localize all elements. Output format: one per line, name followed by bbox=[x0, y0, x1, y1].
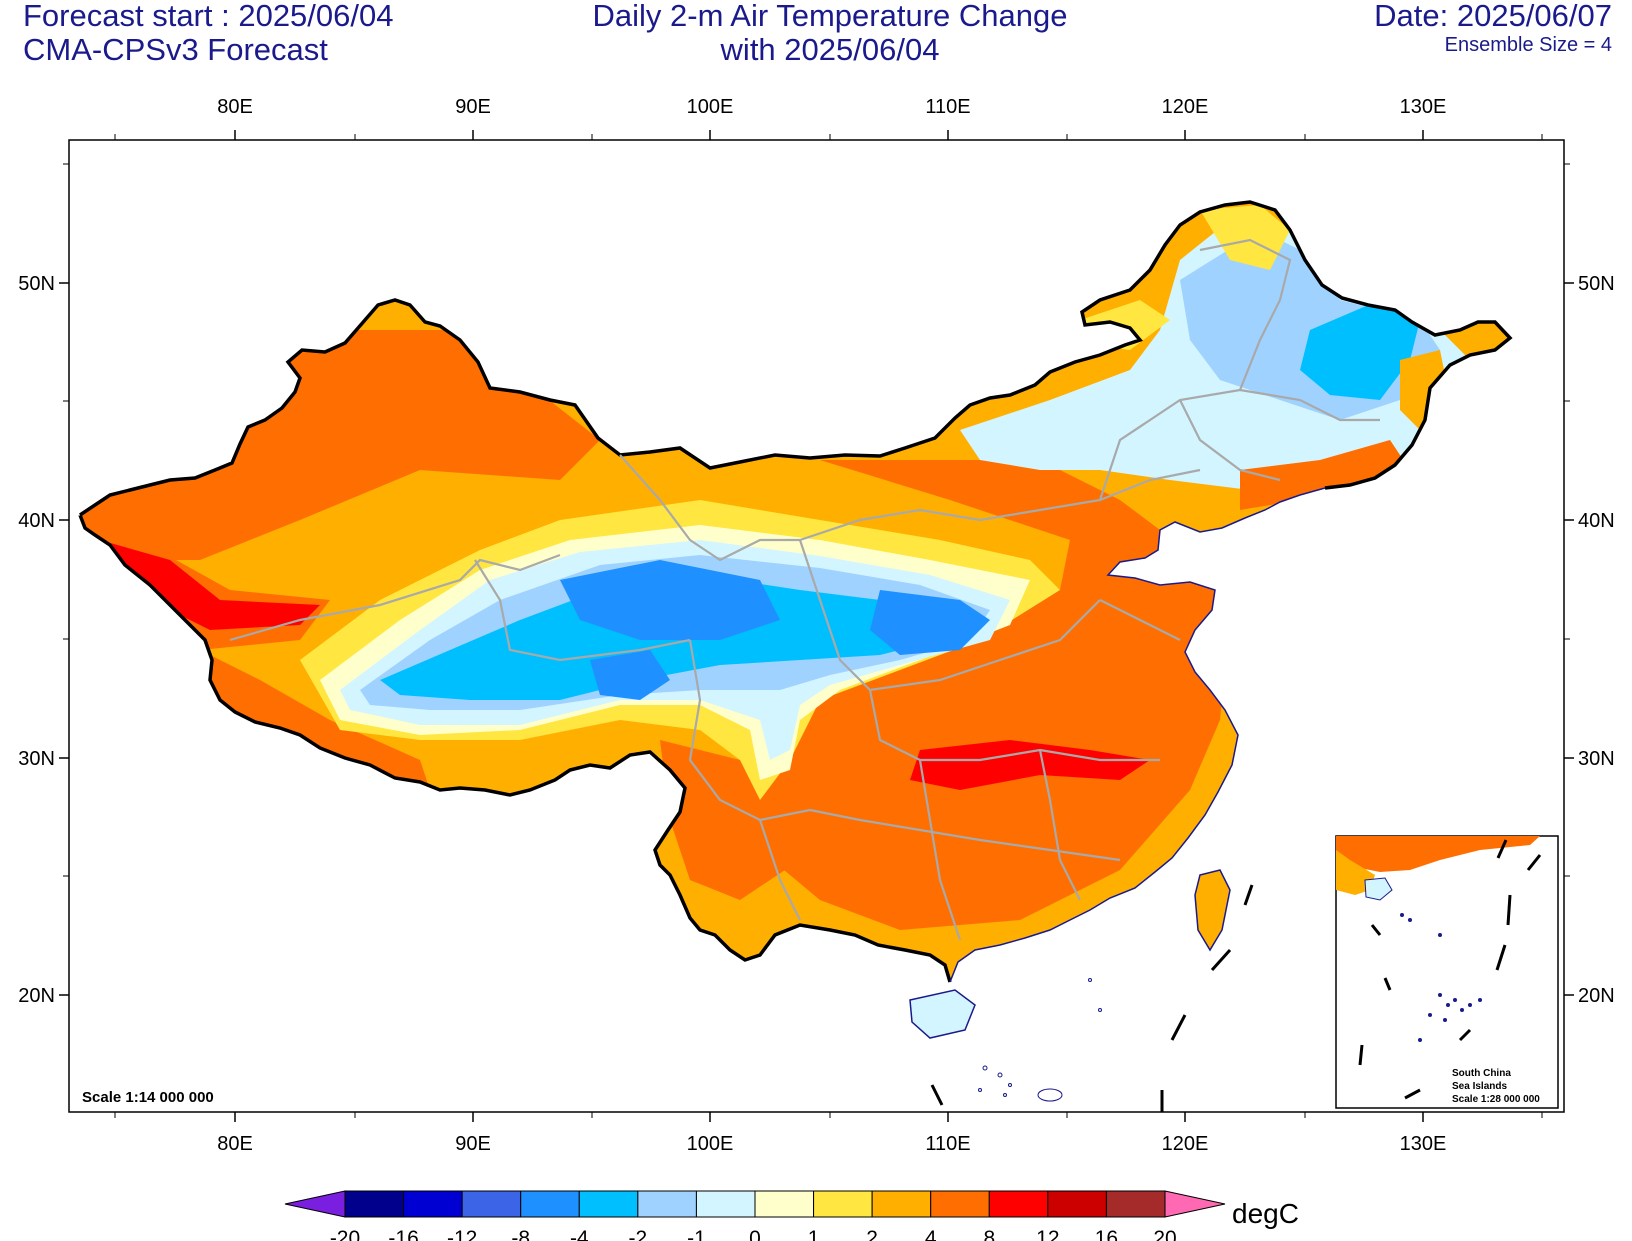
small-islands bbox=[978, 978, 1102, 1102]
colorbar-box bbox=[871, 1190, 932, 1218]
lon-label-top: 110E bbox=[925, 96, 970, 118]
forecast-start-label: Forecast start : 2025/06/04 bbox=[23, 0, 394, 33]
colorbar-box bbox=[754, 1190, 815, 1218]
colorbar-max-arrow bbox=[1164, 1190, 1226, 1218]
map-axes: 80E 80E 90E 90E 100E 100E 110E 110E 120E 120E 130E… bbox=[18, 96, 1614, 1155]
colorbar-box bbox=[637, 1190, 697, 1218]
lon-label-bottom: 80E bbox=[217, 1133, 253, 1155]
lon-label-bottom: 90E bbox=[455, 1133, 491, 1155]
taiwan-island bbox=[1194, 869, 1231, 952]
colorbar-box bbox=[930, 1190, 990, 1218]
inset-label-line3: Scale 1:28 000 000 bbox=[1452, 1094, 1540, 1105]
china-border bbox=[78, 200, 1513, 983]
colorbar-box bbox=[461, 1190, 522, 1218]
colorbar-label: -16 bbox=[388, 1227, 418, 1241]
lat-label-right: 40N bbox=[1578, 510, 1615, 532]
colorbar: -20 -16 -12 -8 -4 -2 -1 0 1 2 4 8 12 16 20 bbox=[284, 1190, 1226, 1241]
colorbar-label: -20 bbox=[330, 1227, 360, 1241]
lon-label-bottom: 110E bbox=[925, 1133, 970, 1155]
colorbar-box bbox=[403, 1190, 463, 1218]
lon-label-bottom: 120E bbox=[1162, 1133, 1209, 1155]
map-scale-label: Scale 1:14 000 000 bbox=[82, 1089, 214, 1106]
colorbar-label: -4 bbox=[570, 1227, 589, 1241]
colorbar-unit: degC bbox=[1232, 1198, 1299, 1229]
colorbar-label: -8 bbox=[511, 1227, 530, 1241]
colorbar-label: 4 bbox=[925, 1227, 937, 1241]
colorbar-label: -1 bbox=[687, 1227, 706, 1241]
nine-dash-line bbox=[930, 884, 1254, 1112]
colorbar-box bbox=[578, 1190, 639, 1218]
lat-label-left: 50N bbox=[18, 273, 55, 295]
ensemble-size-label: Ensemble Size = 4 bbox=[1444, 34, 1612, 56]
lat-label-left: 20N bbox=[18, 985, 55, 1007]
model-label: CMA-CPSv3 Forecast bbox=[23, 32, 328, 67]
colorbar-label: 16 bbox=[1095, 1227, 1118, 1241]
colorbar-box bbox=[813, 1190, 873, 1218]
colorbar-min-arrow bbox=[284, 1190, 346, 1218]
inset-label-line1: South China bbox=[1452, 1068, 1511, 1079]
inset-label-line2: Sea Islands bbox=[1452, 1081, 1507, 1092]
lat-label-left: 40N bbox=[18, 510, 55, 532]
lat-label-right: 50N bbox=[1578, 273, 1615, 295]
province-boundaries bbox=[229, 238, 1380, 941]
lon-label-top: 130E bbox=[1400, 96, 1447, 118]
colorbar-box bbox=[1105, 1190, 1166, 1218]
south-china-sea-inset: South China Sea Islands Scale 1:28 000 0… bbox=[1335, 835, 1559, 1109]
map-subtitle: with 2025/06/04 bbox=[720, 32, 940, 67]
colorbar-box bbox=[1047, 1190, 1107, 1218]
colorbar-label: 1 bbox=[808, 1227, 820, 1241]
colorbar-box bbox=[520, 1190, 580, 1218]
colorbar-label: -2 bbox=[629, 1227, 648, 1241]
lon-label-top: 100E bbox=[687, 96, 734, 118]
colorbar-label: 0 bbox=[749, 1227, 761, 1241]
lon-label-top: 120E bbox=[1162, 96, 1209, 118]
lat-label-right: 30N bbox=[1578, 748, 1615, 770]
lat-label-right: 20N bbox=[1578, 985, 1615, 1007]
colorbar-box bbox=[988, 1190, 1049, 1218]
colorbar-label: 20 bbox=[1153, 1227, 1176, 1241]
lon-label-bottom: 100E bbox=[687, 1133, 734, 1155]
colorbar-label: 12 bbox=[1036, 1227, 1059, 1241]
lat-label-left: 30N bbox=[18, 748, 55, 770]
colorbar-box bbox=[344, 1190, 405, 1218]
coastline bbox=[949, 487, 1326, 983]
hainan-island bbox=[909, 989, 976, 1039]
colorbar-label: -12 bbox=[447, 1227, 477, 1241]
lon-label-top: 80E bbox=[217, 96, 253, 118]
valid-date-label: Date: 2025/06/07 bbox=[1374, 0, 1612, 33]
colorbar-label: 2 bbox=[866, 1227, 878, 1241]
map-title: Daily 2-m Air Temperature Change bbox=[592, 0, 1068, 33]
colorbar-box bbox=[695, 1190, 756, 1218]
colorbar-label: 8 bbox=[983, 1227, 995, 1241]
lon-label-bottom: 130E bbox=[1400, 1133, 1447, 1155]
lon-label-top: 90E bbox=[455, 96, 491, 118]
